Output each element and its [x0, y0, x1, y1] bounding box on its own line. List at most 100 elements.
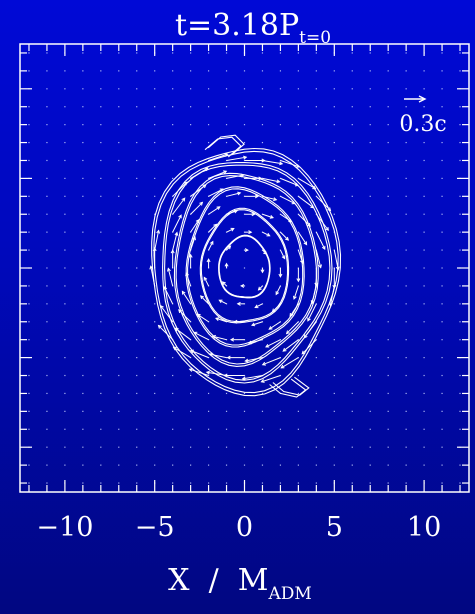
grid-dot — [261, 106, 264, 108]
grid-dot — [136, 303, 138, 305]
grid-dot — [28, 231, 30, 233]
grid-dot — [315, 141, 317, 144]
grid-dot — [369, 374, 371, 377]
grid-dot — [82, 88, 84, 90]
grid-dot — [118, 249, 120, 251]
grid-dot — [118, 231, 120, 233]
grid-dot — [136, 428, 138, 430]
density-contour — [173, 172, 319, 367]
grid-dot — [154, 141, 156, 144]
grid-dot — [423, 159, 425, 162]
grid-dot — [172, 446, 174, 448]
velocity-arrow-head — [167, 267, 171, 272]
velocity-arrow-head — [296, 164, 301, 168]
grid-dot — [118, 159, 120, 162]
grid-dot — [100, 303, 102, 305]
grid-dot — [207, 70, 210, 72]
grid-dot — [387, 374, 389, 377]
grid-dot — [369, 357, 371, 359]
grid-dot — [351, 482, 353, 484]
velocity-arrow-head — [202, 184, 207, 189]
grid-dot — [297, 88, 299, 90]
grid-dot — [225, 70, 228, 72]
grid-dot — [261, 70, 264, 72]
velocity-arrow — [172, 197, 186, 215]
grid-dot — [100, 464, 102, 466]
grid-dot — [225, 124, 228, 126]
grid-dot — [136, 339, 138, 341]
grid-dot — [315, 106, 317, 108]
grid-dot — [297, 52, 299, 54]
velocity-arrow — [190, 219, 200, 233]
velocity-arrow — [190, 350, 209, 359]
grid-dot — [46, 213, 48, 215]
grid-dot — [82, 70, 84, 72]
velocity-arrow-head — [266, 232, 271, 237]
velocity-arrow — [261, 375, 281, 383]
velocity-arrow-head — [209, 240, 214, 245]
grid-dot — [387, 70, 389, 72]
grid-dot — [46, 464, 48, 466]
grid-dot — [423, 195, 425, 197]
grid-dot — [46, 339, 48, 341]
grid-dot — [154, 428, 156, 430]
grid-dot — [28, 52, 30, 54]
grid-dot — [441, 339, 443, 341]
grid-dot — [423, 464, 425, 466]
velocity-arrow-head — [276, 179, 281, 184]
grid-dot — [243, 392, 246, 395]
grid-dot — [459, 303, 461, 305]
spiral-arm-contour — [269, 378, 307, 398]
velocity-arrow — [173, 346, 191, 359]
grid-dot — [297, 213, 299, 215]
grid-dot — [297, 392, 299, 395]
velocity-arrow — [208, 223, 217, 233]
grid-dot — [315, 374, 317, 377]
grid-dot — [297, 464, 299, 466]
grid-dot — [405, 124, 407, 126]
grid-dot — [423, 70, 425, 72]
grid-dot — [118, 124, 120, 126]
grid-dot — [441, 464, 443, 466]
grid-dot — [351, 213, 353, 215]
grid-dot — [118, 339, 120, 341]
grid-dot — [405, 410, 407, 412]
grid-dot — [279, 70, 282, 72]
grid-dot — [387, 249, 389, 251]
grid-dot — [100, 231, 102, 233]
grid-dot — [441, 141, 443, 144]
velocity-arrow-head — [188, 368, 193, 372]
grid-dot — [333, 392, 335, 395]
density-contour — [200, 209, 289, 323]
grid-dot — [46, 428, 48, 430]
grid-dot — [333, 70, 335, 72]
grid-dot — [118, 177, 120, 179]
axis-ticks — [20, 44, 469, 492]
grid-dot — [405, 88, 407, 90]
grid-dot — [136, 321, 138, 323]
grid-dot — [261, 141, 264, 144]
grid-dot — [423, 88, 425, 90]
grid-dot — [82, 482, 84, 484]
grid-dot — [405, 70, 407, 72]
grid-dot — [46, 141, 48, 144]
grid-dot — [118, 88, 120, 90]
grid-dot — [261, 482, 264, 484]
grid-dot — [136, 106, 138, 108]
velocity-arrow — [160, 305, 174, 323]
grid-dot — [82, 339, 84, 341]
grid-dot — [423, 303, 425, 305]
grid-dot — [64, 124, 66, 126]
velocity-arrow-head — [181, 197, 186, 202]
velocity-arrow — [298, 177, 316, 190]
grid-dot — [423, 177, 425, 179]
density-contour — [218, 234, 271, 299]
velocity-arrow-head — [269, 215, 274, 219]
grid-dot — [46, 106, 48, 108]
velocity-arrow-head — [327, 207, 332, 212]
grid-dot — [387, 482, 389, 484]
grid-dot — [82, 159, 84, 162]
grid-dot — [351, 195, 353, 197]
grid-dot — [64, 249, 66, 251]
velocity-arrow-head — [208, 352, 213, 357]
